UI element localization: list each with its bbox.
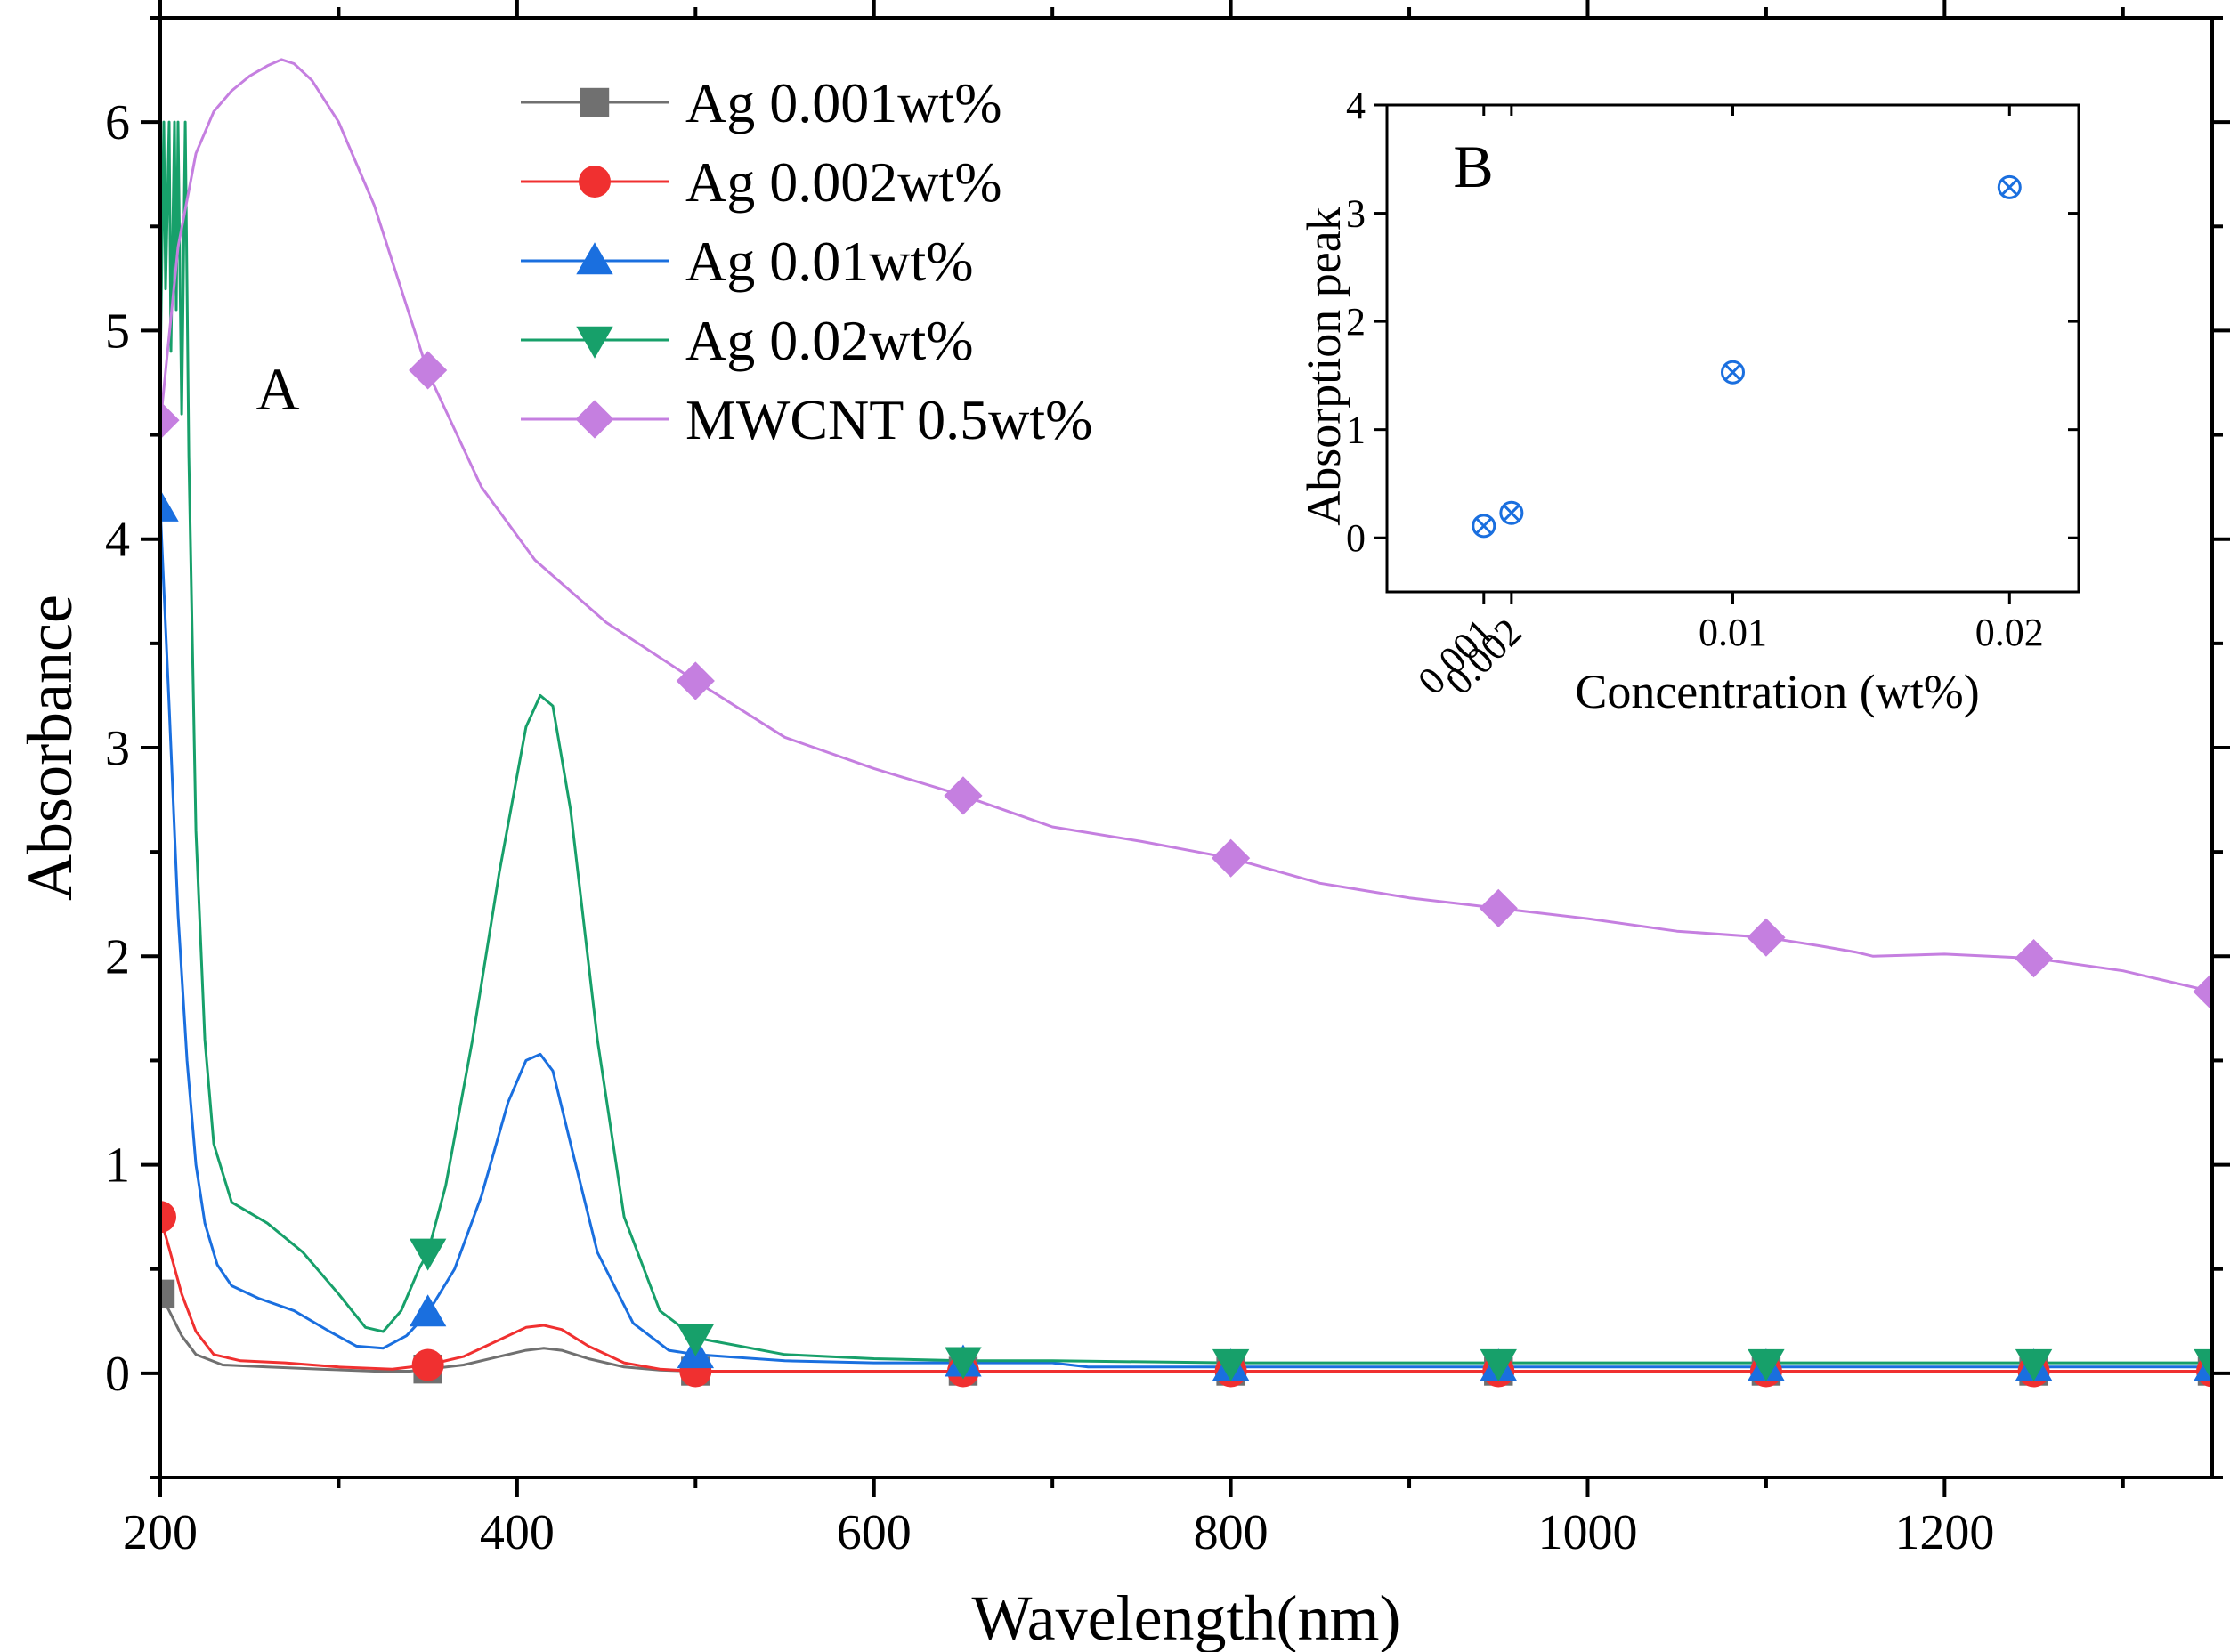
- inset-x-tick-label: 0.02: [1975, 611, 2044, 654]
- series-3-marker: [2194, 1348, 2212, 1381]
- series-line-2: [160, 507, 2212, 1369]
- x-tick-label: 1200: [1894, 1505, 1994, 1560]
- legend-marker: [575, 400, 614, 439]
- series-3-marker: [945, 1347, 982, 1380]
- inset-y-tick-label: 3: [1346, 192, 1366, 236]
- legend-label: Ag 0.02wt%: [685, 309, 974, 372]
- series-3-marker: [2015, 1348, 2053, 1381]
- marker-circle: [1472, 514, 1496, 539]
- main-plot-lines: [160, 58, 2212, 1373]
- inset-y-tick-label: 4: [1346, 84, 1366, 127]
- series-4-marker: [1479, 888, 1518, 927]
- main-plot-markers: [160, 351, 2212, 1388]
- main-plot-axes: 200 400 600 800 1000 1200 0 1 2 3 4 5 6 Wavelength(nm…: [14, 0, 2230, 1652]
- marker-circle: [1499, 500, 1524, 525]
- y-tick-label: 6: [105, 95, 130, 150]
- series-0-marker: [160, 1279, 175, 1309]
- y-tick-label: 4: [105, 513, 130, 568]
- series-line-4: [160, 58, 2212, 993]
- series-4-marker: [1747, 918, 1786, 957]
- y-axis-title: Absorbance: [14, 595, 85, 901]
- series-line-1: [160, 1216, 2212, 1373]
- inset-point: [1997, 174, 2022, 199]
- legend-label: MWCNT 0.5wt%: [685, 388, 1092, 451]
- x-tick-label: 1000: [1537, 1505, 1637, 1560]
- marker-circle: [1721, 360, 1745, 385]
- series-4-marker: [160, 401, 180, 440]
- series-line-3: [160, 120, 2212, 1365]
- y-tick-label: 2: [105, 929, 130, 984]
- y-tick-label: 5: [105, 304, 130, 359]
- series-4-marker: [2014, 939, 2054, 978]
- inset-point: [1721, 360, 1745, 385]
- x-tick-label: 400: [480, 1505, 555, 1560]
- series-1-marker: [160, 1201, 176, 1234]
- legend-marker: [576, 326, 613, 359]
- y-tick-label: 1: [105, 1138, 130, 1194]
- legend-label: Ag 0.001wt%: [685, 71, 1002, 134]
- series-line-0: [160, 1293, 2212, 1373]
- inset-y-tick-label: 2: [1346, 300, 1366, 344]
- marker-cross: [1503, 504, 1520, 522]
- series-3-marker: [1748, 1348, 1785, 1381]
- x-tick-label: 200: [123, 1505, 198, 1560]
- series-4-marker: [944, 776, 983, 815]
- x-axis-title: Wavelength(nm): [971, 1583, 1400, 1652]
- y-tick-label: 0: [105, 1347, 130, 1402]
- legend-marker: [576, 242, 613, 275]
- marker-circle: [1997, 174, 2022, 199]
- y-tick-label: 3: [105, 721, 130, 776]
- panel-label-a: A: [255, 355, 299, 423]
- inset-x-tick-label: 0.01: [1699, 611, 1767, 654]
- marker-cross: [1475, 517, 1493, 535]
- legend-marker: [580, 87, 610, 117]
- inset-y-tick-label: 1: [1346, 409, 1366, 452]
- inset-point: [1472, 514, 1496, 539]
- marker-cross: [2000, 178, 2018, 196]
- inset-point: [1499, 500, 1524, 525]
- legend: Ag 0.001wt% Ag 0.002wt% Ag 0.01wt% Ag 0.02w…: [521, 71, 1092, 451]
- x-tick-label: 800: [1194, 1505, 1269, 1560]
- legend-marker: [579, 166, 611, 198]
- series-2-marker: [409, 1294, 447, 1327]
- inset-x-axis-title: Concentration (wt%): [1575, 665, 1979, 718]
- marker-cross: [1724, 363, 1741, 381]
- series-3-marker: [1212, 1348, 1250, 1381]
- legend-label: Ag 0.002wt%: [685, 150, 1002, 214]
- series-4-marker: [1212, 838, 1251, 878]
- series-4-marker: [409, 351, 448, 390]
- panel-label-b: B: [1453, 133, 1493, 200]
- inset-y-axis-title: Absorption peak: [1297, 206, 1350, 525]
- series-1-marker: [411, 1348, 444, 1381]
- inset-y-tick-label: 0: [1346, 516, 1366, 560]
- series-4-marker: [2193, 972, 2212, 1011]
- series-4-marker: [676, 661, 715, 700]
- x-tick-label: 600: [837, 1505, 912, 1560]
- series-3-marker: [409, 1238, 447, 1271]
- legend-label: Ag 0.01wt%: [685, 230, 974, 293]
- series-3-marker: [1480, 1348, 1517, 1381]
- series-2-marker: [160, 489, 179, 522]
- series-3-marker: [677, 1324, 715, 1356]
